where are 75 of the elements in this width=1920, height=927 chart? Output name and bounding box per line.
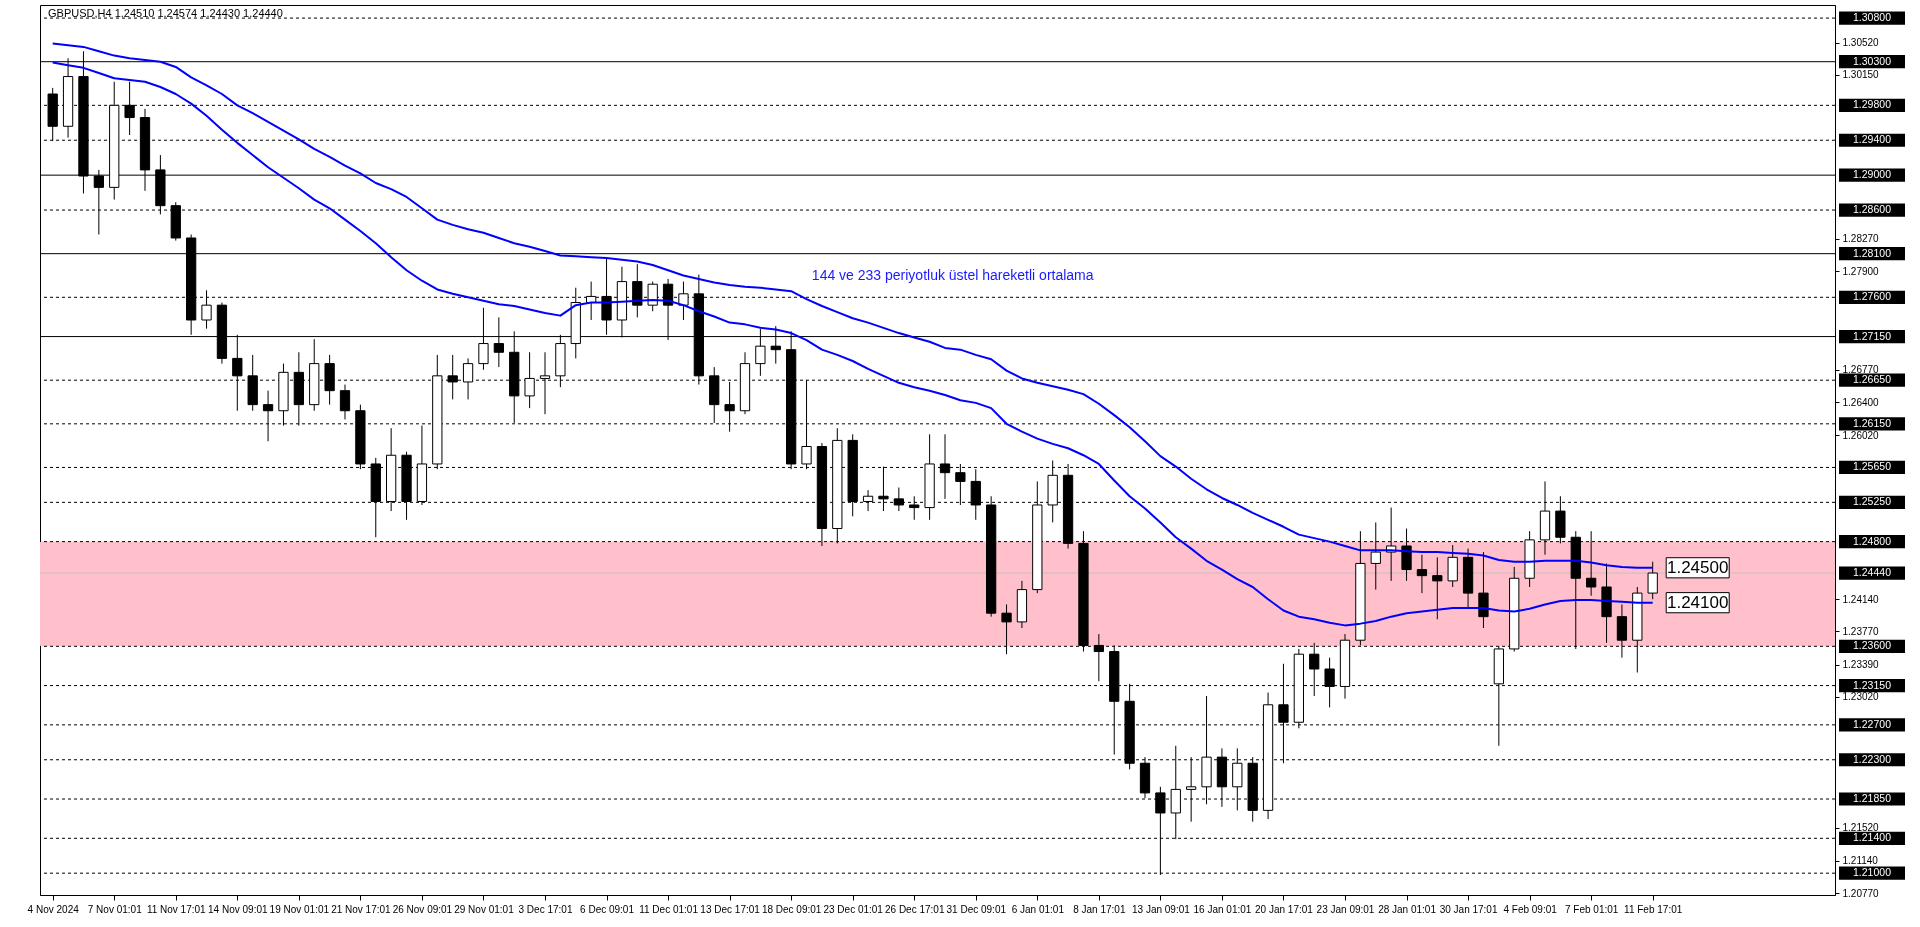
ref-line-label: 1.21000 <box>1853 866 1892 879</box>
x-tick-label: 8 Jan 17:01 <box>1073 903 1126 915</box>
x-tick-label: 4 Feb 09:01 <box>1503 903 1558 915</box>
y-tick-label: 1.20770 <box>1842 887 1880 899</box>
x-tick-label: 29 Nov 01:01 <box>454 903 515 915</box>
ref-line-label: 1.27150 <box>1853 329 1892 342</box>
annotation: 144 ve 233 periyotluk üstel hareketli ortalama <box>811 267 1094 284</box>
x-tick-label: 20 Jan 17:01 <box>1255 903 1314 915</box>
x-tick-label: 21 Nov 17:01 <box>331 903 392 915</box>
y-tick-label: 1.28270 <box>1842 233 1880 245</box>
x-tick-label: 23 Dec 01:01 <box>823 903 884 915</box>
x-tick-label: 6 Dec 09:01 <box>580 903 635 915</box>
ref-line-label: 1.22300 <box>1853 752 1892 765</box>
x-tick-label: 30 Jan 17:01 <box>1439 903 1498 915</box>
x-tick-label: 23 Jan 09:01 <box>1316 903 1375 915</box>
ref-line-label: 1.29800 <box>1853 98 1892 111</box>
x-tick-label: 11 Nov 17:01 <box>146 903 207 915</box>
x-tick-label: 7 Nov 01:01 <box>87 903 143 915</box>
ref-line-label: 1.24440 <box>1853 566 1892 579</box>
x-tick-label: 26 Nov 09:01 <box>392 903 453 915</box>
x-tick-label: 13 Dec 17:01 <box>700 903 761 915</box>
ref-line-label: 1.29000 <box>1853 168 1892 181</box>
x-tick-label: 11 Dec 01:01 <box>639 903 699 915</box>
x-tick-label: 3 Dec 17:01 <box>518 903 573 915</box>
ref-line-label: 1.29400 <box>1853 133 1892 146</box>
y-tick-label: 1.30150 <box>1842 69 1880 81</box>
ref-line-label: 1.30300 <box>1853 54 1892 67</box>
ref-line-label: 1.23600 <box>1853 639 1892 652</box>
candlestick <box>1478 551 1489 629</box>
y-tick-label: 1.30520 <box>1842 37 1880 49</box>
y-tick-label: 1.23020 <box>1842 691 1880 703</box>
y-tick-label: 1.26770 <box>1842 364 1880 376</box>
ref-line-label: 1.22700 <box>1853 717 1892 730</box>
y-tick-label: 1.23770 <box>1842 625 1880 637</box>
x-tick-label: 14 Nov 09:01 <box>208 903 268 915</box>
ref-line-label: 1.26150 <box>1853 416 1892 429</box>
ref-line-label: 1.24800 <box>1853 534 1892 547</box>
annotation: 1.24100 <box>1666 592 1729 612</box>
y-tick-label: 1.27900 <box>1842 265 1880 277</box>
x-tick-label: 6 Jan 01:01 <box>1011 903 1065 915</box>
x-tick-label: 4 Nov 2024 <box>27 903 80 915</box>
ref-line-label: 1.25250 <box>1853 495 1892 508</box>
x-tick-label: 18 Dec 09:01 <box>761 903 822 915</box>
ref-line-label: 1.28600 <box>1853 203 1892 216</box>
chart-title: GBPUSD,H4 1.24510 1.24574 1.24430 1.24440 <box>48 7 283 19</box>
y-tick-label: 1.26400 <box>1842 396 1880 408</box>
candlestick <box>339 384 351 420</box>
x-tick-label: 13 Jan 09:01 <box>1131 903 1191 915</box>
x-tick-label: 16 Jan 01:01 <box>1193 903 1252 915</box>
y-tick-label: 1.21520 <box>1842 822 1880 834</box>
y-tick-label: 1.23390 <box>1842 659 1880 671</box>
annotation: 1.24500 <box>1666 557 1729 577</box>
ref-line-label: 1.26650 <box>1853 373 1892 386</box>
ref-line-label: 1.21850 <box>1853 792 1892 805</box>
ref-line-label: 1.27600 <box>1853 290 1892 303</box>
ref-line-label: 1.28100 <box>1853 246 1892 259</box>
candlestick <box>1432 556 1443 620</box>
ref-line-label: 1.25650 <box>1853 460 1892 473</box>
ref-line-label: 1.21400 <box>1853 831 1892 844</box>
y-tick-label: 1.21140 <box>1842 855 1879 867</box>
candlestick <box>462 357 474 400</box>
x-tick-label: 26 Dec 17:01 <box>884 903 945 915</box>
y-tick-label: 1.24140 <box>1842 593 1880 605</box>
x-tick-label: 7 Feb 01:01 <box>1564 903 1619 915</box>
candlestick <box>1416 554 1428 594</box>
x-tick-label: 11 Feb 17:01 <box>1624 903 1683 915</box>
x-tick-label: 31 Dec 09:01 <box>946 903 1007 915</box>
y-tick-label: 1.26020 <box>1842 429 1880 441</box>
ref-line-label: 1.23150 <box>1853 678 1892 691</box>
ref-line-label: 1.30800 <box>1853 11 1892 24</box>
candlestick <box>1447 544 1458 588</box>
x-tick-label: 19 Nov 01:01 <box>269 903 330 915</box>
x-tick-label: 28 Jan 01:01 <box>1378 903 1437 915</box>
candlestick <box>1093 633 1104 682</box>
candlestick <box>1647 561 1658 600</box>
